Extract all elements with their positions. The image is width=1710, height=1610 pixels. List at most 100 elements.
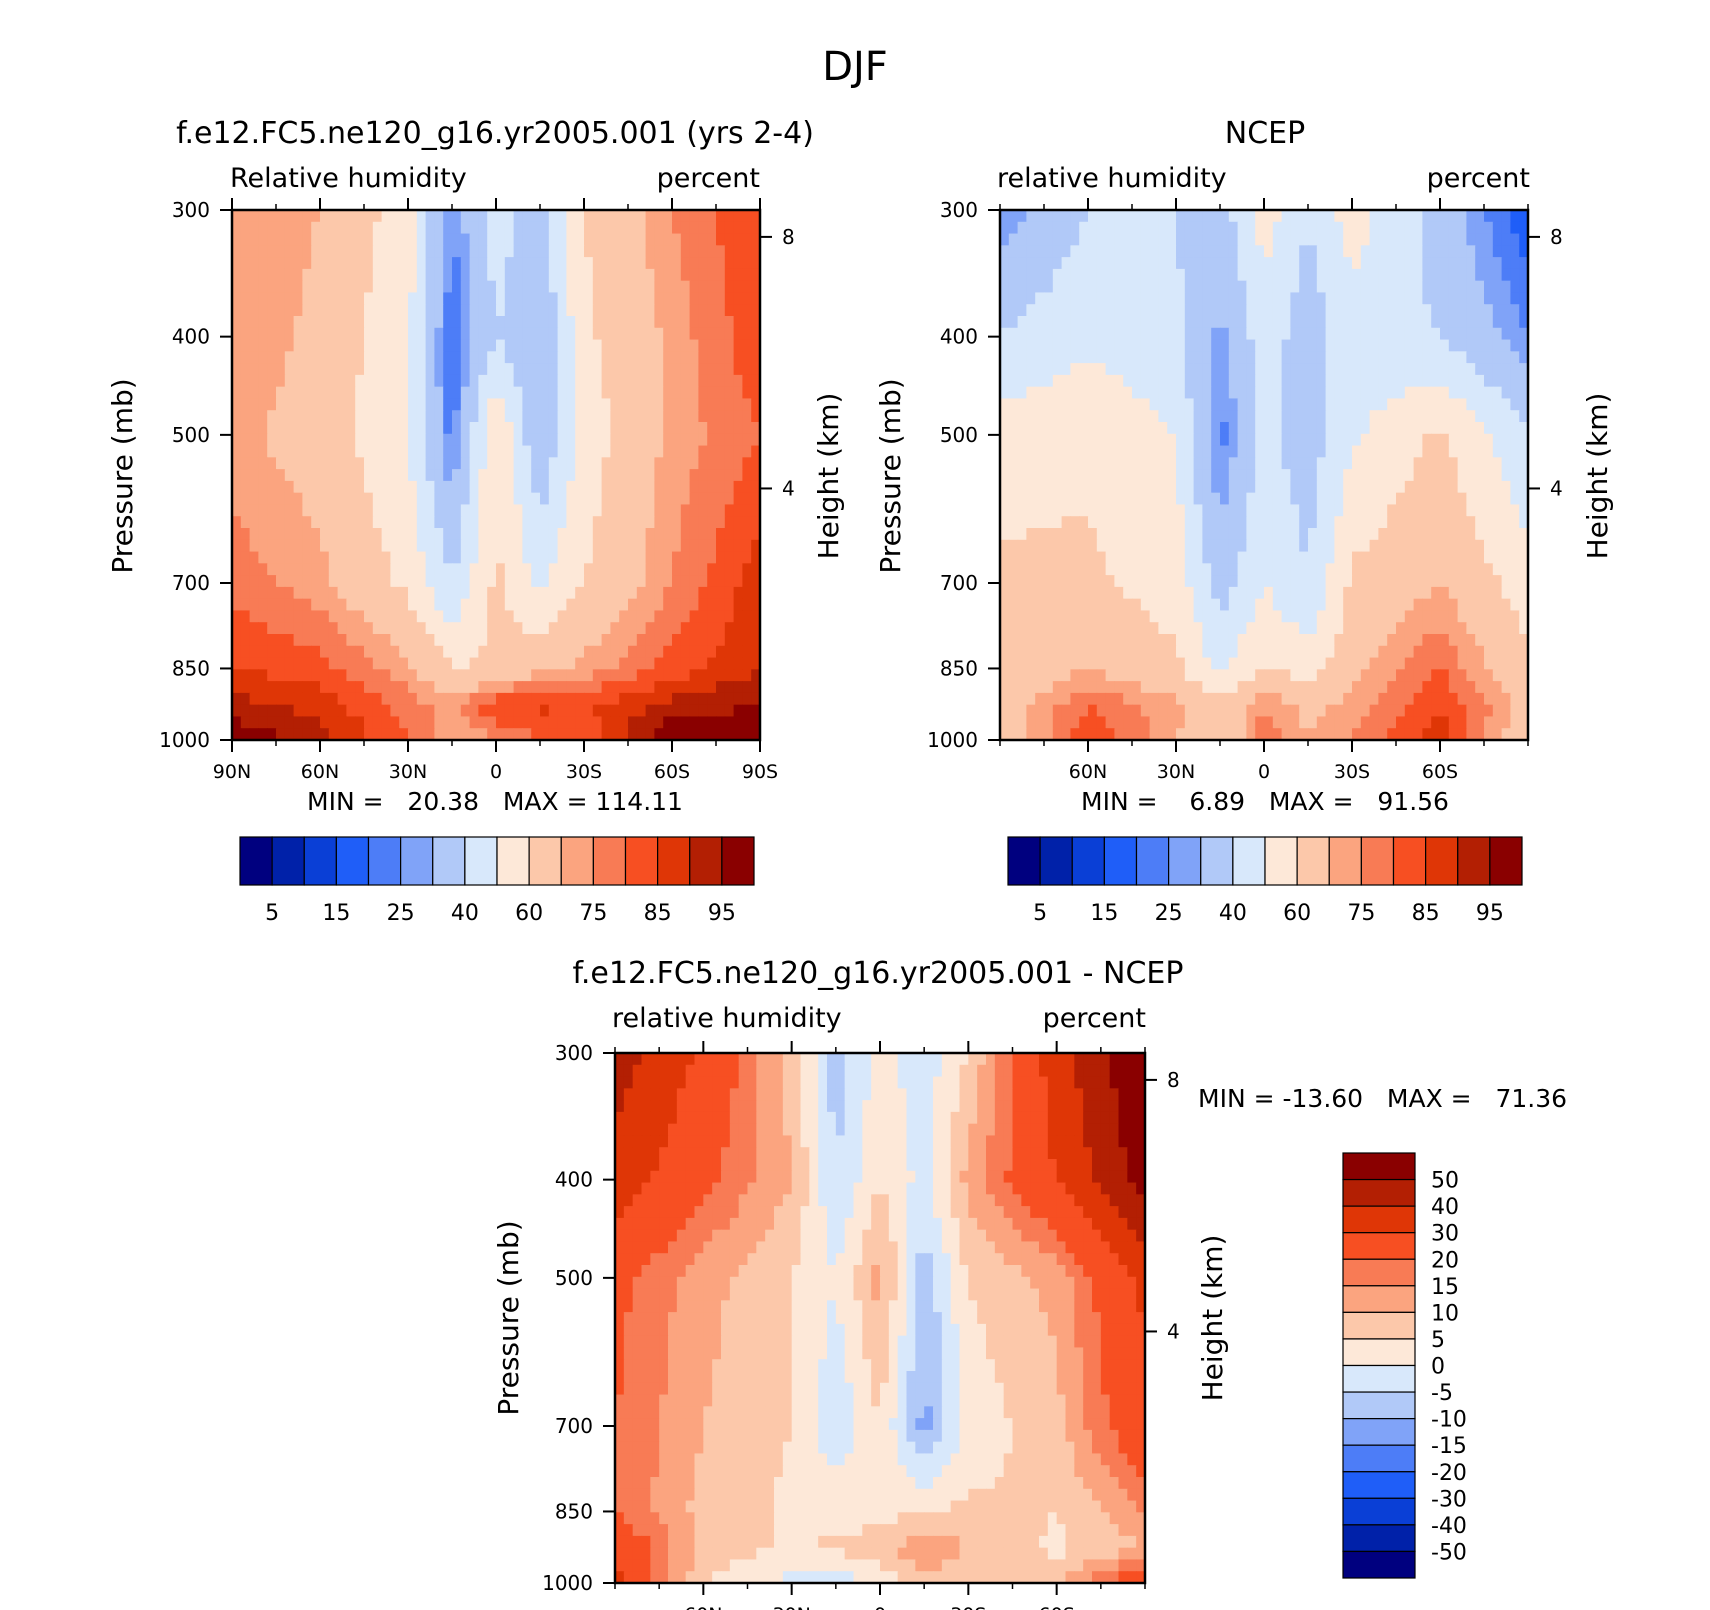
field-cell bbox=[733, 681, 743, 694]
field-cell bbox=[487, 445, 497, 458]
field-cell bbox=[707, 339, 717, 352]
field-cell bbox=[1299, 516, 1309, 529]
field-cell bbox=[284, 598, 295, 612]
field-cell bbox=[619, 363, 629, 376]
field-cell bbox=[522, 327, 532, 341]
field-cell bbox=[1396, 398, 1406, 411]
field-cell bbox=[1457, 280, 1467, 294]
field-cell bbox=[232, 280, 242, 294]
field-cell bbox=[416, 645, 427, 659]
field-cell bbox=[478, 292, 488, 305]
field-cell bbox=[513, 268, 523, 282]
field-cell bbox=[1158, 563, 1168, 576]
field-cell bbox=[698, 586, 708, 600]
field-cell bbox=[504, 374, 515, 388]
field-cell bbox=[293, 280, 303, 294]
field-cell bbox=[1466, 422, 1476, 435]
field-cell bbox=[328, 374, 339, 388]
field-cell bbox=[1000, 268, 1010, 282]
field-cell bbox=[1369, 268, 1379, 282]
field-cell bbox=[1184, 268, 1195, 282]
field-cell bbox=[610, 586, 620, 600]
field-cell bbox=[1026, 351, 1036, 364]
field-cell bbox=[522, 422, 532, 435]
field-cell bbox=[540, 539, 550, 553]
field-cell bbox=[1220, 492, 1230, 506]
field-cell bbox=[1140, 304, 1151, 317]
field-cell bbox=[1167, 374, 1177, 388]
field-cell bbox=[1281, 374, 1291, 388]
field-cell bbox=[557, 433, 567, 447]
field-cell bbox=[1202, 539, 1212, 553]
field-cell bbox=[1448, 433, 1459, 447]
field-cell bbox=[399, 245, 409, 258]
field-cell bbox=[1184, 280, 1195, 294]
field-cell bbox=[513, 233, 523, 246]
field-cell bbox=[1413, 610, 1423, 623]
field-cell bbox=[425, 645, 435, 659]
field-cell bbox=[284, 492, 295, 506]
field-cell bbox=[654, 268, 664, 282]
field-cell bbox=[293, 316, 303, 329]
field-cell bbox=[425, 716, 435, 729]
field-cell bbox=[1149, 304, 1159, 317]
field-cell bbox=[654, 245, 664, 258]
field-cell bbox=[1228, 363, 1239, 376]
field-cell bbox=[1105, 528, 1115, 541]
field-cell bbox=[1360, 363, 1371, 376]
field-cell bbox=[716, 351, 726, 364]
field-cell bbox=[249, 704, 259, 718]
field-cell bbox=[293, 528, 303, 541]
field-cell bbox=[381, 245, 391, 258]
field-cell bbox=[1193, 563, 1203, 576]
panel-title: NCEP bbox=[1225, 116, 1305, 151]
field-cell bbox=[1413, 445, 1423, 458]
field-cell bbox=[1492, 610, 1503, 623]
field-cell bbox=[663, 692, 673, 706]
field-cell bbox=[232, 233, 242, 246]
field-cell bbox=[249, 598, 259, 612]
field-cell bbox=[1413, 374, 1423, 388]
field-cell bbox=[601, 586, 611, 600]
field-cell bbox=[390, 257, 400, 270]
field-cell bbox=[1422, 539, 1432, 553]
field-cell bbox=[452, 221, 462, 235]
field-cell bbox=[1088, 539, 1098, 553]
field-cell bbox=[689, 445, 699, 458]
field-cell bbox=[1237, 634, 1247, 647]
field-cell bbox=[1404, 410, 1415, 423]
field-cell bbox=[443, 257, 453, 270]
field-cell bbox=[320, 433, 330, 447]
field-cell bbox=[548, 339, 559, 352]
field-cell bbox=[1290, 598, 1300, 612]
field-cell bbox=[1061, 257, 1071, 270]
field-cell bbox=[1026, 528, 1036, 541]
field-cell bbox=[1176, 339, 1186, 352]
field-cell bbox=[680, 692, 691, 706]
field-cell bbox=[355, 445, 365, 458]
field-cell bbox=[698, 398, 708, 411]
field-cell bbox=[1422, 563, 1432, 576]
field-cell bbox=[302, 257, 312, 270]
field-cell bbox=[689, 528, 699, 541]
field-cell bbox=[416, 245, 427, 258]
field-cell bbox=[1352, 457, 1362, 470]
field-cell bbox=[1158, 433, 1168, 447]
field-cell bbox=[1220, 221, 1230, 235]
field-cell bbox=[1228, 634, 1239, 647]
field-cell bbox=[1334, 457, 1344, 470]
field-cell bbox=[557, 210, 567, 223]
field-cell bbox=[302, 704, 312, 718]
field-cell bbox=[1105, 586, 1115, 600]
field-cell bbox=[416, 622, 427, 635]
field-cell bbox=[311, 516, 321, 529]
field-cell bbox=[1211, 528, 1221, 541]
field-cell bbox=[645, 469, 655, 482]
field-cell bbox=[1431, 363, 1441, 376]
field-cell bbox=[1088, 210, 1098, 223]
field-cell bbox=[724, 339, 735, 352]
field-cell bbox=[1519, 221, 1529, 235]
field-cell bbox=[1246, 598, 1256, 612]
field-cell bbox=[390, 504, 400, 517]
field-cell bbox=[346, 268, 356, 282]
